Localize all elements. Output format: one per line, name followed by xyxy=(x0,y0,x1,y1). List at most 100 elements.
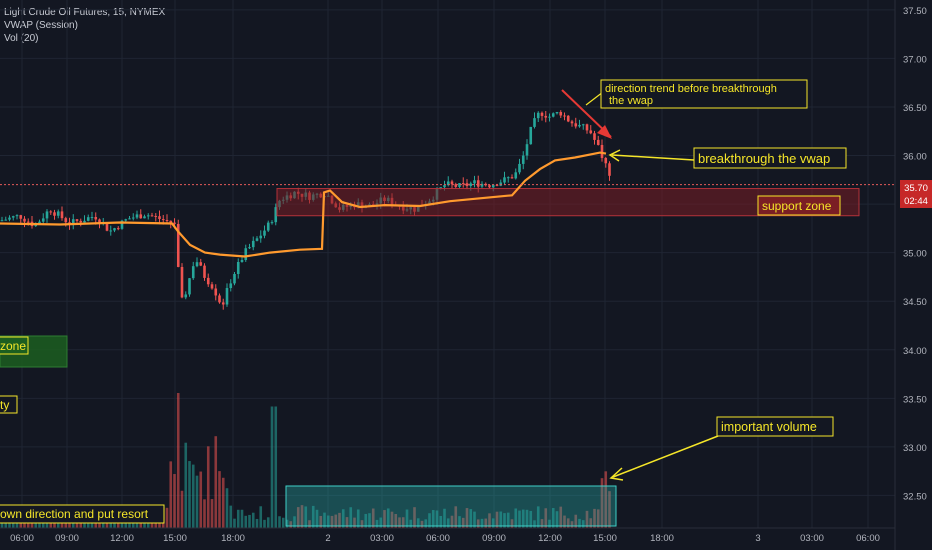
volume-bar xyxy=(514,508,518,528)
volume-bar xyxy=(544,508,548,528)
volume-bar xyxy=(184,442,188,528)
trend-label-box xyxy=(600,79,808,109)
volume-bar xyxy=(488,513,491,528)
candle-body xyxy=(266,222,270,231)
volume-bar xyxy=(589,518,593,528)
trend-pointer xyxy=(585,91,604,106)
volume-bar xyxy=(600,478,604,528)
volume-bar xyxy=(480,518,484,528)
volume-bar xyxy=(506,512,510,528)
candle-body xyxy=(578,124,581,127)
candle-body xyxy=(218,295,221,303)
legend-vwap[interactable]: VWAP (Session) xyxy=(4,20,78,31)
volume-bar xyxy=(364,513,368,528)
time-tick-label: 18:00 xyxy=(221,533,245,544)
candle-body xyxy=(64,218,68,223)
candle-body xyxy=(86,217,90,221)
volume-bar xyxy=(315,509,319,528)
volume-bar xyxy=(173,474,176,528)
candle-body xyxy=(90,217,94,219)
candle-body xyxy=(585,124,589,131)
left-ty-label: ty xyxy=(0,398,9,412)
candle-body xyxy=(180,266,184,298)
volume-bar xyxy=(300,505,304,528)
volume-bar xyxy=(413,507,416,528)
volume-bar xyxy=(476,519,480,528)
time-tick-label: 06:00 xyxy=(426,533,450,544)
candle-body xyxy=(574,123,578,127)
volume-bar xyxy=(536,506,540,528)
volume-bar xyxy=(443,508,446,528)
time-tick-label: 15:00 xyxy=(163,533,187,544)
candle-body xyxy=(499,182,503,186)
volume-bar xyxy=(424,519,428,528)
volume-bar xyxy=(510,519,514,528)
volume-bar xyxy=(345,517,349,528)
candle-body xyxy=(236,261,240,274)
volume-bar xyxy=(259,506,263,528)
candle-body xyxy=(570,121,574,124)
volume-bar xyxy=(604,471,608,528)
candle-body xyxy=(188,278,191,295)
volume-bar xyxy=(248,514,251,528)
volume-bar xyxy=(495,511,499,528)
support-label-box xyxy=(757,195,841,216)
volume-bar xyxy=(383,510,386,528)
candle-body xyxy=(199,262,203,266)
candle-body xyxy=(240,259,244,262)
time-tick-label: 09:00 xyxy=(482,533,506,544)
volume-bar xyxy=(289,521,293,528)
price-tick-label: 33.00 xyxy=(903,443,927,454)
candle-body xyxy=(589,130,593,134)
candle-body xyxy=(251,240,255,248)
legend-symbol[interactable]: Light Crude Oil Futures, 15, NYMEX xyxy=(4,7,166,18)
time-tick-label: 03:00 xyxy=(370,533,394,544)
candle-body xyxy=(203,265,206,278)
breakthrough-arrow-head xyxy=(608,149,621,162)
volume-bar xyxy=(349,507,353,528)
price-tick-label: 37.50 xyxy=(903,6,927,17)
volume-bar xyxy=(375,519,379,528)
candle-body xyxy=(450,181,454,185)
volume-bar xyxy=(229,505,233,528)
volume-bar xyxy=(371,508,375,528)
candle-body xyxy=(143,216,146,219)
trend-label-line1: direction trend before breakthrough xyxy=(605,83,777,95)
candle-body xyxy=(128,218,131,220)
volume-label: important volume xyxy=(721,420,817,434)
volume-bar xyxy=(401,517,405,528)
legend-volume[interactable]: Vol (20) xyxy=(4,33,39,44)
candle-body xyxy=(75,219,79,221)
candle-body xyxy=(443,185,446,188)
candle-body xyxy=(608,163,611,176)
volume-bar xyxy=(525,509,529,528)
breakthrough-label: breakthrough the vwap xyxy=(698,151,830,166)
price-tick-label: 36.50 xyxy=(903,103,927,114)
volume-bar xyxy=(49,519,53,528)
chart-legend: Light Crude Oil Futures, 15, NYMEX VWAP … xyxy=(4,6,165,45)
volume-bar xyxy=(570,521,574,528)
candle-body xyxy=(71,219,75,225)
candle-body xyxy=(476,180,480,187)
candle-body xyxy=(154,215,158,217)
time-axis[interactable]: 06:00 09:00 12:00 15:00 18:00 2 03:00 06:00 09:0… xyxy=(0,527,895,544)
price-badge: 35.70 02:44 xyxy=(900,180,932,208)
volume-bar xyxy=(585,510,589,528)
time-tick-label: 03:00 xyxy=(800,533,824,544)
volume-bar xyxy=(548,519,551,528)
candle-body xyxy=(566,115,570,122)
candle-body xyxy=(233,273,236,284)
volume-bar xyxy=(319,515,323,528)
candle-body xyxy=(559,111,563,116)
volume-bar xyxy=(446,518,450,528)
volume-bar xyxy=(334,514,338,528)
volume-bar xyxy=(199,471,203,528)
volume-bar xyxy=(330,515,334,528)
candle-body xyxy=(581,124,585,126)
price-axis[interactable]: 37.5037.0036.5036.0035.5035.0034.5034.00… xyxy=(894,0,927,550)
candle-body xyxy=(458,183,461,187)
candle-body xyxy=(555,111,559,114)
volume-bar xyxy=(281,517,285,528)
support-label: support zone xyxy=(762,199,832,213)
